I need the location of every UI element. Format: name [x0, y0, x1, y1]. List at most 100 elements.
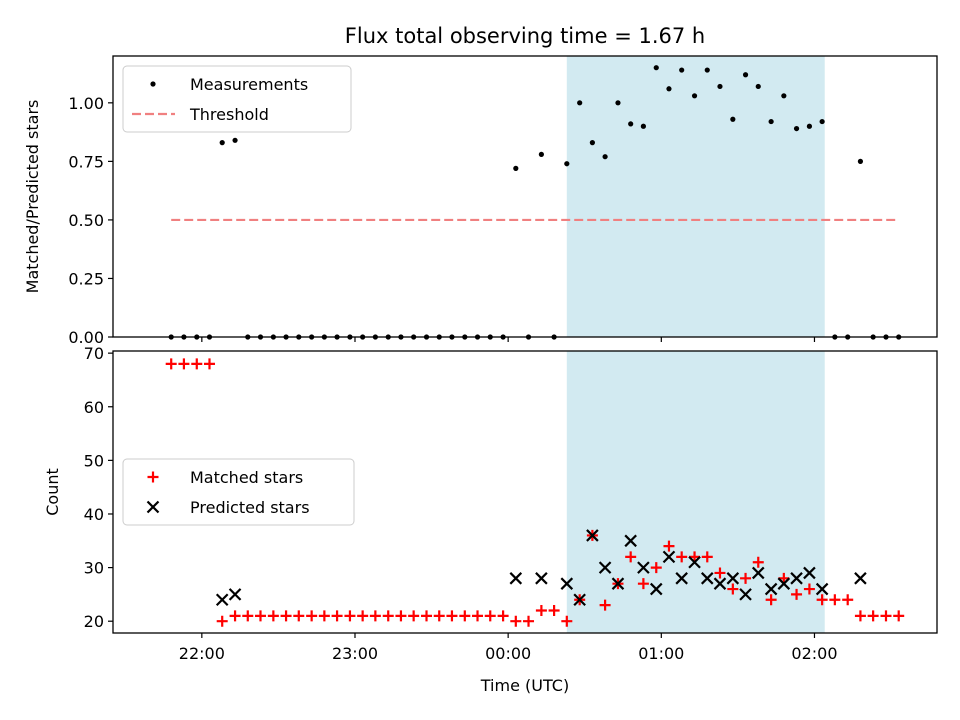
x-axis-label: Time (UTC) — [480, 676, 569, 695]
predicted-stars-point — [713, 577, 727, 590]
predicted-stars-point — [751, 566, 765, 580]
matched-stars-point — [510, 615, 522, 627]
matched-stars-point — [165, 358, 177, 370]
predicted-stars-point — [777, 577, 791, 590]
matched-stars-point — [778, 572, 790, 584]
legend-entry: Predicted stars — [190, 498, 310, 517]
legend-entry: Threshold — [189, 105, 269, 124]
measurements-point — [691, 93, 698, 99]
ratio-axis-ticks: 0.00 0.25 0.50 0.75 1.00 — [68, 94, 816, 347]
count-plot-marks — [165, 358, 905, 627]
matched-stars-point — [625, 551, 637, 563]
predicted-stars-point — [675, 572, 688, 585]
predicted-stars-point — [662, 550, 676, 564]
legend-marker-swatch — [147, 471, 159, 483]
ratio-legend: Measurements Threshold — [122, 65, 352, 133]
matched-stars-point — [599, 599, 611, 611]
legend-entry: Matched stars — [190, 468, 303, 487]
matched-stars-point — [523, 615, 535, 627]
measurements-point — [717, 83, 723, 90]
predicted-stars-point — [688, 555, 701, 569]
y-tick-label: 1.00 — [68, 94, 104, 113]
y-tick-label: 0.25 — [68, 269, 104, 288]
y-tick-label: 30 — [84, 559, 104, 578]
measurements-point — [781, 93, 787, 99]
matched-stars-point — [816, 594, 828, 606]
y-tick-label: 0.75 — [68, 152, 104, 171]
measurements-point — [628, 121, 634, 127]
x-tick-label: 00:00 — [485, 644, 531, 663]
y-tick-label: 60 — [84, 398, 104, 417]
matched-stars-point — [472, 610, 484, 622]
matched-stars-point — [459, 610, 471, 622]
measurements-point — [755, 83, 761, 90]
measurements-point — [513, 165, 519, 171]
matched-stars-point — [752, 556, 764, 568]
y-tick-label: 70 — [84, 344, 104, 363]
predicted-stars-point — [535, 572, 548, 585]
ratio-plot-frame — [112, 55, 938, 338]
matched-stars-point — [344, 610, 356, 622]
predicted-stars-point — [700, 572, 714, 585]
predicted-stars-point — [598, 561, 612, 574]
measurements-point — [602, 154, 608, 160]
matched-stars-point — [267, 610, 279, 622]
y-tick-label: 0.00 — [68, 328, 104, 347]
measurements-point — [577, 100, 583, 106]
predicted-stars-point — [215, 593, 229, 607]
matched-stars-point — [663, 540, 675, 552]
measurements-point — [768, 118, 774, 125]
measurements-point — [730, 116, 736, 122]
matched-stars-point — [382, 610, 394, 622]
legend-box — [122, 458, 355, 526]
predicted-stars-point — [637, 561, 650, 574]
matched-stars-point — [306, 610, 318, 622]
predicted-stars-point — [854, 572, 867, 585]
legend-box — [122, 65, 352, 133]
count-panel: 22:00 23:00 00:00 01:00 02:00 20 30 40 50 60 70 Co… — [43, 344, 938, 663]
matched-stars-point — [880, 610, 892, 622]
predicted-stars-point — [649, 582, 663, 596]
predicted-stars-point — [726, 572, 740, 585]
matched-stars-point — [280, 610, 292, 622]
ratio-y-axis-label: Matched/Predicted stars — [23, 100, 42, 294]
legend-entry: Measurements — [190, 75, 308, 94]
ratio-panel: 0.00 0.25 0.50 0.75 1.00 Matched/Predicted s… — [23, 55, 938, 347]
measurements-point — [704, 67, 710, 73]
x-tick-label: 01:00 — [638, 644, 684, 663]
matched-stars-point — [791, 588, 803, 600]
matched-stars-point — [535, 604, 547, 616]
measurements-point — [857, 158, 864, 164]
matched-stars-point — [714, 567, 726, 579]
measurements-point — [819, 118, 825, 125]
predicted-stars-point — [560, 577, 574, 590]
measurements-point — [589, 140, 595, 146]
measurements-point — [219, 140, 225, 146]
count-plot-frame — [112, 350, 938, 634]
matched-stars-point — [421, 610, 433, 622]
predicted-stars-point — [764, 582, 778, 596]
measurements-point — [615, 100, 621, 106]
predicted-stars-point — [803, 566, 816, 580]
predicted-stars-point — [611, 577, 625, 590]
matched-stars-point — [446, 610, 458, 622]
matched-stars-point — [293, 610, 305, 622]
count-legend: Matched stars Predicted stars — [122, 458, 355, 526]
predicted-stars-point — [739, 588, 752, 601]
matched-stars-point — [650, 562, 662, 574]
y-tick-label: 0.50 — [68, 211, 104, 230]
matched-stars-point — [203, 358, 215, 370]
matched-stars-point — [701, 551, 713, 563]
measurements-point — [653, 65, 659, 71]
matched-stars-point — [254, 610, 266, 622]
matched-stars-point — [318, 610, 330, 622]
predicted-stars-point — [624, 534, 637, 548]
predicted-stars-point — [815, 582, 829, 596]
count-y-axis-label: Count — [43, 468, 62, 516]
matched-stars-point — [676, 551, 688, 563]
legend-marker-swatch — [146, 500, 160, 514]
y-tick-label: 40 — [84, 505, 104, 524]
matched-stars-point — [331, 610, 343, 622]
predicted-stars-point — [586, 529, 599, 542]
